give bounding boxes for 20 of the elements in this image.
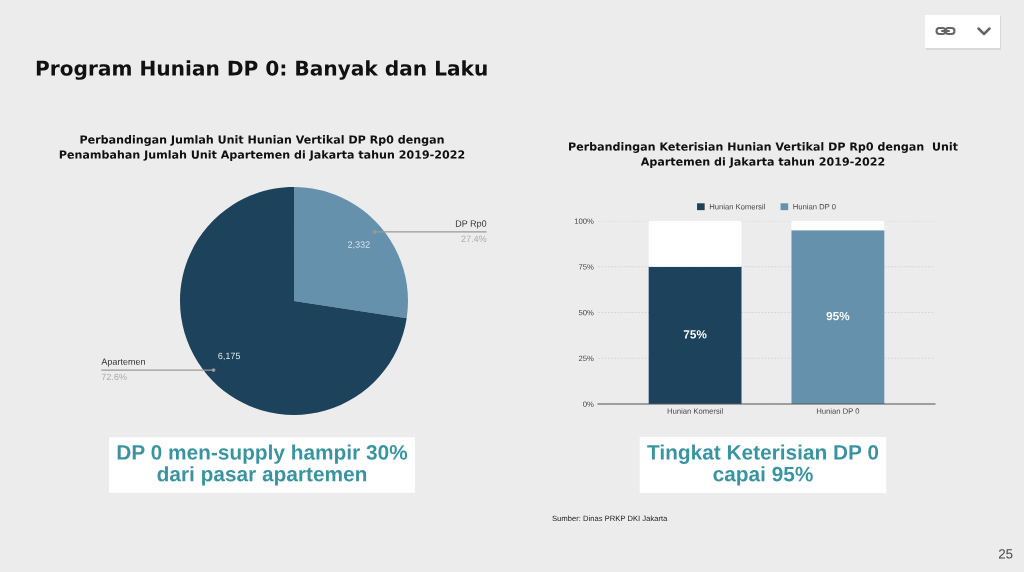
text: 25 bbox=[998, 549, 1013, 559]
bar bbox=[648, 221, 742, 267]
data-label: 2,332 bbox=[348, 241, 370, 249]
bar bbox=[648, 266, 742, 404]
bar bbox=[791, 230, 885, 404]
bar bbox=[791, 221, 885, 231]
pie-slice bbox=[294, 187, 408, 319]
text: 27.4% bbox=[461, 235, 487, 242]
data-label: 6,175 bbox=[218, 352, 241, 361]
data-label: 75% bbox=[683, 330, 707, 339]
text: Program Hunian DP 0: Banyak dan Laku bbox=[36, 60, 487, 80]
slice-label: Apartemen bbox=[101, 358, 145, 367]
pie-slice bbox=[180, 187, 407, 415]
slice-label: DP Rp0 bbox=[455, 220, 487, 229]
chart-title: Perbandingan Jumlah Unit Hunian Vertikal DP Rp0 dengan Penambahan Jumlah Unit Apartemen di Jakarta tahun 2019-2022 bbox=[59, 135, 465, 161]
text: Tingkat Keterisian DP 0 capai 95% bbox=[647, 444, 879, 486]
data-label: 95% bbox=[826, 311, 850, 321]
text: 72.6% bbox=[101, 373, 127, 381]
text: DP 0 men-supply hampir 30% dari pasar apartemen bbox=[117, 444, 408, 486]
chart-title: Perbandingan Keterisian Hunian Vertikal DP Rp0 dengan Unit Apartemen di Jakarta tahun 2019-2022 bbox=[569, 142, 958, 168]
